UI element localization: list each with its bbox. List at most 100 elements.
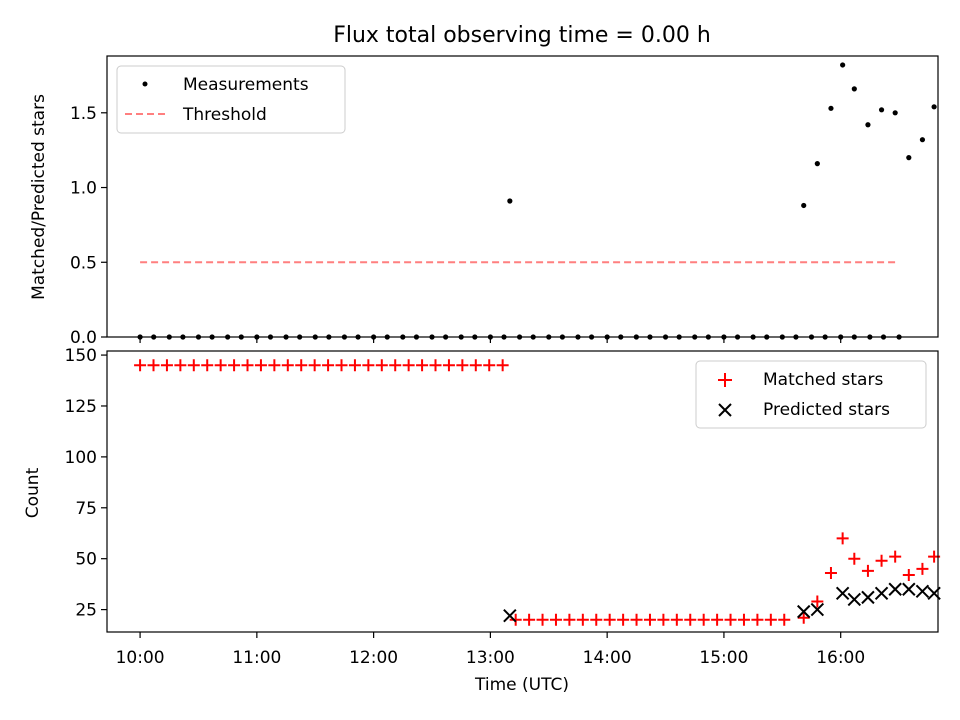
x-tick-label: 13:00 [466,648,515,668]
measurement-point [878,107,885,113]
matched-star-point [764,613,777,626]
matched-star-point [848,552,861,565]
matched-star-point [536,613,549,626]
bottom-axis-ticks: 10:00 11:00 12:00 13:00 14:00 15:00 16:00 25 50 7… [65,346,866,668]
matched-star-point [711,613,724,626]
top-axis-ticks: 0.0 0.5 1.0 1.5 [70,104,842,348]
bottom-y-tick-label: 50 [75,550,97,570]
x-tick-label: 11:00 [232,648,281,668]
matched-star-point [322,359,335,372]
matched-star-point [737,613,750,626]
matched-star-point [281,359,294,372]
matched-star-point [187,359,200,372]
matched-star-point [724,613,737,626]
matched-star-point [657,613,670,626]
matched-star-point [416,359,429,372]
matched-star-point [469,359,482,372]
matched-star-point [811,595,824,608]
measurements-legend-marker [142,81,148,87]
predicted-legend-marker [718,403,732,417]
matched-star-point [630,613,643,626]
x-tick-label: 12:00 [349,648,398,668]
top-legend-box [116,65,346,134]
top-y-tick-label: 0.0 [70,328,97,348]
top-chart-title: Flux total observing time = 0.00 h [333,23,711,48]
matched-star-point [348,359,361,372]
matched-star-point [134,359,147,372]
matched-star-point [201,359,214,372]
matched-star-point [254,359,267,372]
legend-predicted-label: Predicted stars [763,400,890,420]
top-y-tick-label: 0.5 [70,253,97,273]
matched-star-point [295,359,308,372]
matched-star-point [442,359,455,372]
matched-star-point [697,613,710,626]
predicted-star-point [503,609,517,623]
matched-star-point [861,564,874,577]
measurement-point [507,198,513,204]
matched-star-point [643,613,656,626]
matched-star-point [509,613,522,626]
top-y-axis-label: Matched/Predicted stars [29,94,49,300]
matched-star-point [241,359,254,372]
legend-matched-label: Matched stars [763,370,883,390]
matched-star-point [778,613,791,626]
predicted-star-point [847,592,862,607]
measurement-point [814,161,820,167]
top-legend: Measurements Threshold [116,65,346,134]
measurement-point [892,110,898,116]
matched-star-point [228,359,241,372]
matched-star-point [429,359,442,372]
predicted-star-point [835,586,850,601]
matched-star-point [836,532,849,545]
matched-star-point [389,359,402,372]
x-tick-label: 16:00 [816,648,865,668]
top-y-tick-label: 1.5 [70,104,97,124]
matched-star-point [456,359,469,372]
matched-star-point [590,613,603,626]
bottom-y-tick-label: 100 [65,448,97,468]
bottom-legend: Matched stars Predicted stars [695,360,927,429]
matched-star-point [797,611,810,624]
legend-measurements-label: Measurements [183,75,309,95]
measurement-point [828,105,834,111]
matched-star-point [902,568,915,581]
measurement-point [931,104,937,110]
measurement-point [906,155,912,161]
matched-star-point [617,613,630,626]
matched-star-point [483,359,496,372]
measurement-point [801,202,807,209]
predicted-star-point [797,604,811,619]
matched-star-point [214,359,227,372]
predicted-star-point [888,582,902,596]
legend-threshold-label: Threshold [182,105,267,125]
matched-star-point [549,613,562,626]
matched-star-point [375,359,388,372]
measurement-point [919,137,926,143]
matched-star-point [684,613,697,626]
matched-star-point [174,359,187,372]
bottom-plot-marks [134,359,941,626]
top-y-tick-label: 1.0 [70,179,97,199]
bottom-legend-box [695,360,927,429]
matched-star-point [362,359,375,372]
matched-legend-marker [718,373,732,387]
bottom-y-tick-label: 150 [65,346,97,366]
bottom-x-axis-label: Time (UTC) [474,675,569,695]
matched-star-point [402,359,415,372]
predicted-star-point [861,590,875,605]
predicted-star-point [810,602,825,617]
matched-star-point [563,613,576,626]
matched-star-point [496,359,509,372]
predicted-star-point [874,586,889,601]
matched-star-point [335,359,348,372]
predicted-star-point [915,584,930,598]
top-axes-frame [106,55,939,338]
measurement-point [851,86,857,92]
matched-star-point [824,566,837,579]
bottom-y-tick-label: 25 [75,601,97,621]
matched-star-point [268,359,281,372]
matched-star-point [160,359,173,372]
matched-star-point [147,359,160,372]
